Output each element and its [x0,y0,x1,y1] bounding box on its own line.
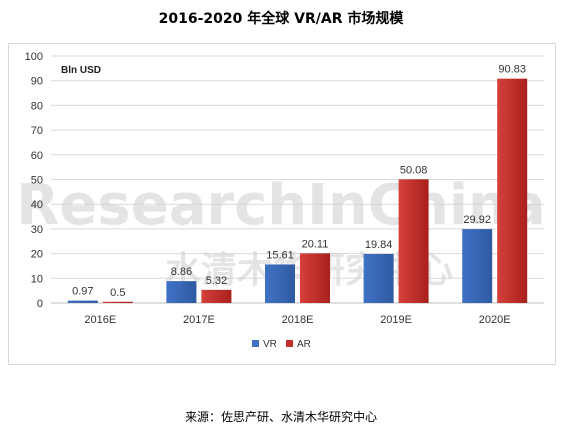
y-tick-label: 50 [31,175,43,187]
y-tick-label: 100 [25,51,43,63]
data-label: 90.83 [498,64,526,76]
y-tick-label: 30 [31,224,43,236]
x-tick-label: 2016E [84,314,116,326]
y-tick-label: 80 [31,100,43,112]
gridlines [51,55,544,304]
data-label: 5.32 [206,275,227,287]
y-tick-label: 10 [31,273,43,285]
bar-chart: ResearchInChina 水清木华研究中心 Bln USD 0.970.5… [16,51,545,350]
watermark-text-en: ResearchInChina [16,173,545,238]
data-label: 20.11 [302,238,329,250]
legend-swatch-ar [286,340,293,347]
chart-area: ResearchInChina 水清木华研究中心 Bln USD 0.970.5… [8,43,556,365]
x-tick-label: 2017E [183,314,215,326]
data-label: 29.92 [463,214,491,226]
bar-vr [363,253,394,303]
bar-vr [265,264,295,303]
data-label: 50.08 [400,164,428,176]
bar-vr [67,300,98,303]
bar-ar [398,179,429,303]
x-tick-label: 2020E [479,314,511,326]
data-label: 0.5 [110,287,125,299]
y-tick-label: 70 [31,125,43,137]
chart-title: 2016-2020 年全球 VR/AR 市场规模 [158,11,404,27]
bar-ar [300,253,330,303]
bar-ar [201,289,232,303]
unit-label: Bln USD [61,65,101,76]
bar-vr [462,229,493,303]
data-label: 19.84 [365,239,393,251]
axes: 0 10 20 30 40 50 60 70 80 90 100 2016E 2017E 2018E 201… [25,51,511,326]
y-tick-label: 90 [31,76,43,88]
source-note: 来源：佐思产研、水清木华研究中心 [184,410,377,424]
x-tick-label: 2018E [282,314,314,326]
data-label: 15.61 [266,249,294,261]
bar-vr [166,281,197,303]
legend: VR AR [252,339,311,350]
bar-ar [497,78,528,303]
bars: 0.97 0.5 8.86 5.32 15.61 20.11 19.84 50.08 29.92… [67,64,528,303]
data-label: 0.97 [72,286,93,298]
legend-label-vr: VR [263,339,277,350]
legend-label-ar: AR [297,339,311,350]
y-tick-label: 40 [31,199,43,211]
x-tick-label: 2019E [380,314,412,326]
legend-swatch-vr [252,340,259,347]
y-tick-label: 60 [31,150,43,162]
y-tick-label: 20 [31,249,43,261]
data-label: 8.86 [171,266,192,278]
bar-ar [102,301,133,303]
y-tick-label: 0 [37,298,43,310]
